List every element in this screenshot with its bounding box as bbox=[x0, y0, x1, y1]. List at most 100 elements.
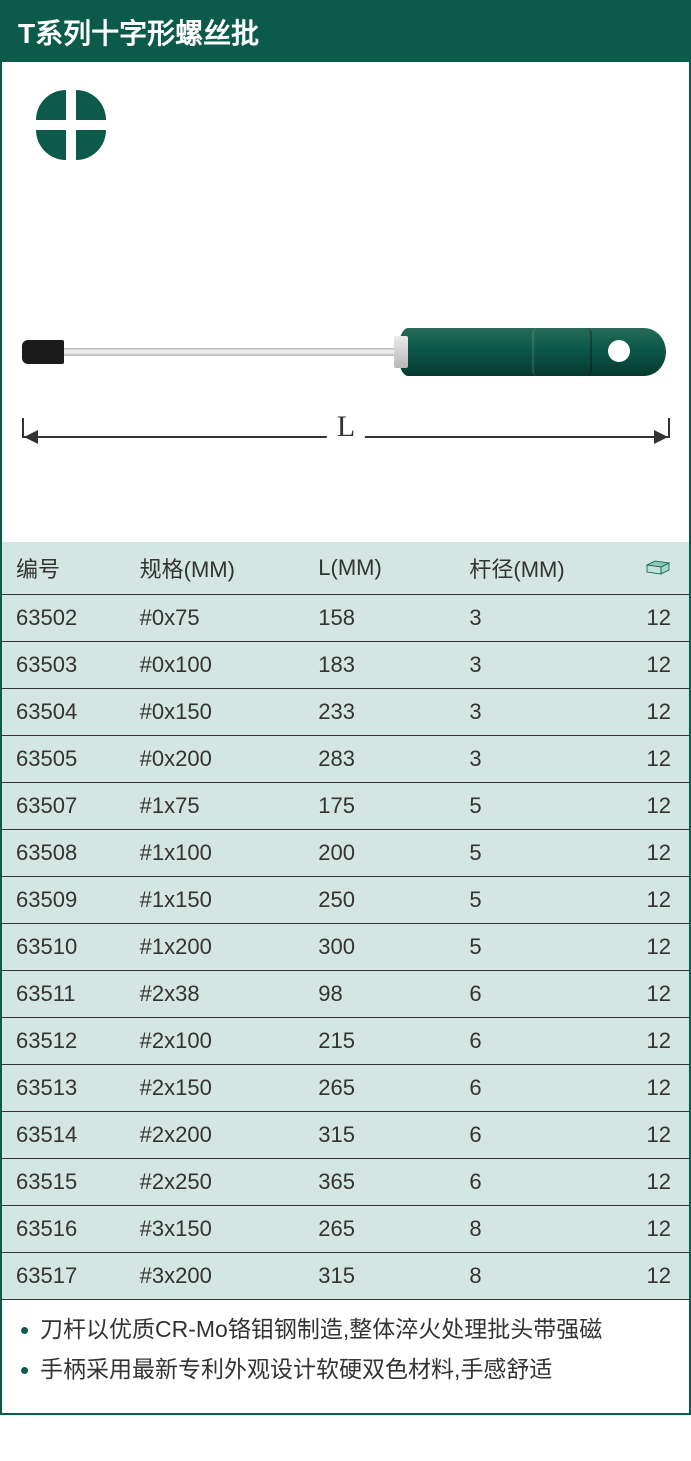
table-cell: #2x38 bbox=[126, 971, 305, 1018]
table-cell: 63508 bbox=[2, 830, 126, 877]
table-cell: #0x75 bbox=[126, 595, 305, 642]
table-cell: 365 bbox=[304, 1159, 455, 1206]
table-cell: 3 bbox=[455, 595, 606, 642]
table-cell: #1x75 bbox=[126, 783, 305, 830]
table-cell: 12 bbox=[607, 971, 689, 1018]
table-cell: #1x150 bbox=[126, 877, 305, 924]
table-cell: 63503 bbox=[2, 642, 126, 689]
table-cell: 12 bbox=[607, 1018, 689, 1065]
table-row: 63515#2x250365612 bbox=[2, 1159, 689, 1206]
table-cell: 6 bbox=[455, 1065, 606, 1112]
table-row: 63502#0x75158312 bbox=[2, 595, 689, 642]
table-cell: 63505 bbox=[2, 736, 126, 783]
table-cell: 12 bbox=[607, 1159, 689, 1206]
table-cell: 6 bbox=[455, 1018, 606, 1065]
table-cell: #2x150 bbox=[126, 1065, 305, 1112]
table-cell: 200 bbox=[304, 830, 455, 877]
table-body: 63502#0x7515831263503#0x10018331263504#0… bbox=[2, 595, 689, 1300]
table-cell: 250 bbox=[304, 877, 455, 924]
table-cell: 12 bbox=[607, 1206, 689, 1253]
table-row: 63511#2x3898612 bbox=[2, 971, 689, 1018]
table-row: 63504#0x150233312 bbox=[2, 689, 689, 736]
col-header-l: L(MM) bbox=[304, 542, 455, 595]
note-item: 刀杆以优质CR-Mo铬钼钢制造,整体淬火处理批头带强磁 bbox=[16, 1312, 675, 1348]
table-row: 63513#2x150265612 bbox=[2, 1065, 689, 1112]
table-cell: 63509 bbox=[2, 877, 126, 924]
grip bbox=[532, 328, 592, 376]
table-cell: 283 bbox=[304, 736, 455, 783]
spec-table-area: 编号 规格(MM) L(MM) 杆径(MM) bbox=[2, 542, 689, 1300]
tip bbox=[22, 340, 64, 364]
table-cell: 265 bbox=[304, 1065, 455, 1112]
table-cell: 98 bbox=[304, 971, 455, 1018]
table-cell: 12 bbox=[607, 1065, 689, 1112]
note-item: 手柄采用最新专利外观设计软硬双色材料,手感舒适 bbox=[16, 1352, 675, 1388]
hang-hole bbox=[608, 340, 630, 362]
table-cell: #1x200 bbox=[126, 924, 305, 971]
table-cell: #3x150 bbox=[126, 1206, 305, 1253]
table-cell: 5 bbox=[455, 783, 606, 830]
table-cell: #1x100 bbox=[126, 830, 305, 877]
collar bbox=[394, 336, 408, 368]
catalog-card: T系列十字形螺丝批 L 编号 规 bbox=[0, 0, 691, 1415]
table-cell: 63504 bbox=[2, 689, 126, 736]
package-icon bbox=[645, 559, 671, 575]
note-text: 手柄采用最新专利外观设计软硬双色材料,手感舒适 bbox=[40, 1356, 552, 1382]
table-cell: 8 bbox=[455, 1253, 606, 1300]
table-cell: 183 bbox=[304, 642, 455, 689]
table-cell: #2x200 bbox=[126, 1112, 305, 1159]
table-row: 63508#1x100200512 bbox=[2, 830, 689, 877]
table-header-row: 编号 规格(MM) L(MM) 杆径(MM) bbox=[2, 542, 689, 595]
shaft bbox=[62, 348, 402, 356]
table-cell: 12 bbox=[607, 642, 689, 689]
table-row: 63510#1x200300512 bbox=[2, 924, 689, 971]
table-row: 63512#2x100215612 bbox=[2, 1018, 689, 1065]
table-row: 63507#1x75175512 bbox=[2, 783, 689, 830]
table-row: 63514#2x200315612 bbox=[2, 1112, 689, 1159]
table-cell: 6 bbox=[455, 971, 606, 1018]
table-cell: 3 bbox=[455, 736, 606, 783]
col-header-diam: 杆径(MM) bbox=[455, 542, 606, 595]
table-cell: 63515 bbox=[2, 1159, 126, 1206]
table-cell: 8 bbox=[455, 1206, 606, 1253]
table-cell: 215 bbox=[304, 1018, 455, 1065]
table-cell: 233 bbox=[304, 689, 455, 736]
table-cell: 300 bbox=[304, 924, 455, 971]
table-cell: 63516 bbox=[2, 1206, 126, 1253]
table-cell: 3 bbox=[455, 642, 606, 689]
screwdriver-illustration bbox=[22, 322, 670, 382]
table-cell: 315 bbox=[304, 1112, 455, 1159]
table-cell: 12 bbox=[607, 1253, 689, 1300]
table-cell: 63517 bbox=[2, 1253, 126, 1300]
table-cell: 12 bbox=[607, 1112, 689, 1159]
table-cell: 12 bbox=[607, 924, 689, 971]
spec-table: 编号 规格(MM) L(MM) 杆径(MM) bbox=[2, 542, 689, 1300]
table-cell: 6 bbox=[455, 1159, 606, 1206]
table-cell: 12 bbox=[607, 595, 689, 642]
table-cell: 5 bbox=[455, 924, 606, 971]
table-cell: 63514 bbox=[2, 1112, 126, 1159]
header-bar: T系列十字形螺丝批 bbox=[2, 2, 689, 62]
col-header-id: 编号 bbox=[2, 542, 126, 595]
table-cell: 3 bbox=[455, 689, 606, 736]
table-row: 63517#3x200315812 bbox=[2, 1253, 689, 1300]
table-cell: 63510 bbox=[2, 924, 126, 971]
note-text: 刀杆以优质CR-Mo铬钼钢制造,整体淬火处理批头带强磁 bbox=[40, 1316, 602, 1342]
length-dimension: L bbox=[22, 418, 670, 458]
table-cell: #0x100 bbox=[126, 642, 305, 689]
table-cell: #2x250 bbox=[126, 1159, 305, 1206]
table-cell: #2x100 bbox=[126, 1018, 305, 1065]
table-cell: 12 bbox=[607, 877, 689, 924]
table-cell: 12 bbox=[607, 783, 689, 830]
table-cell: 5 bbox=[455, 877, 606, 924]
table-cell: #0x200 bbox=[126, 736, 305, 783]
col-header-spec: 规格(MM) bbox=[126, 542, 305, 595]
table-row: 63503#0x100183312 bbox=[2, 642, 689, 689]
dimension-label: L bbox=[327, 410, 365, 444]
page-title: T系列十字形螺丝批 bbox=[18, 18, 259, 49]
table-cell: 158 bbox=[304, 595, 455, 642]
table-cell: #3x200 bbox=[126, 1253, 305, 1300]
table-cell: 5 bbox=[455, 830, 606, 877]
col-header-pack bbox=[607, 542, 689, 595]
table-cell: #0x150 bbox=[126, 689, 305, 736]
